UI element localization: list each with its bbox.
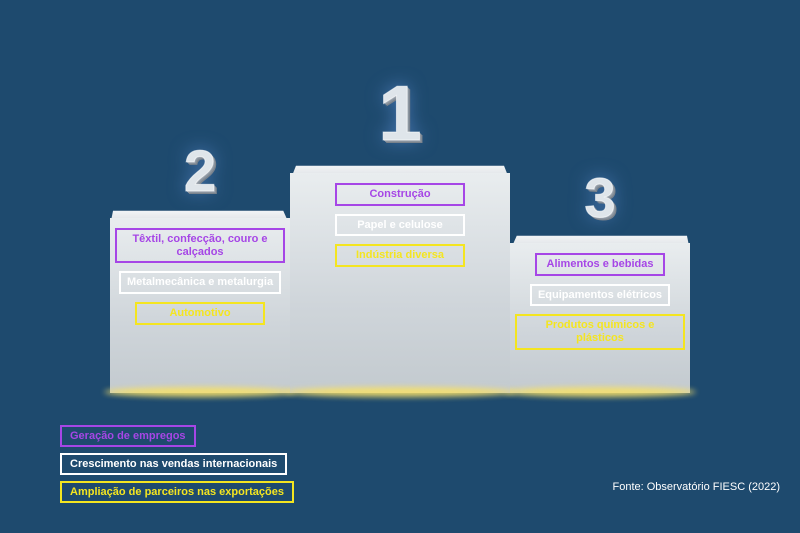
rank-numeral-3: 3 bbox=[584, 165, 615, 230]
podium-block-rank-1: Construção Papel e celulose Indústria dive… bbox=[290, 153, 510, 393]
podium-base-glow bbox=[504, 387, 696, 397]
source-text: Fonte: Observatório FIESC (2022) bbox=[612, 481, 780, 493]
legend-item: Crescimento nas vendas internacionais bbox=[60, 453, 287, 475]
category-box: Indústria diversa bbox=[335, 244, 465, 267]
legend: Geração de empregos Crescimento nas venda… bbox=[60, 425, 294, 503]
podium-base-glow bbox=[284, 387, 516, 397]
legend-item: Geração de empregos bbox=[60, 425, 196, 447]
podium-front-face: Construção Papel e celulose Indústria dive… bbox=[290, 173, 510, 393]
podium: Construção Papel e celulose Indústria dive… bbox=[90, 93, 710, 393]
infographic-stage: Construção Papel e celulose Indústria dive… bbox=[0, 0, 800, 533]
category-box: Equipamentos elétricos bbox=[530, 284, 670, 307]
rank-numeral-1: 1 bbox=[378, 68, 421, 159]
category-box: Têxtil, confecção, couro e calçados bbox=[115, 228, 285, 263]
podium-front-face: Alimentos e bebidas Equipamentos elétrico… bbox=[510, 243, 690, 393]
category-box: Produtos químicos e plásticos bbox=[515, 314, 685, 349]
podium-front-face: Têxtil, confecção, couro e calçados Metal… bbox=[110, 218, 290, 393]
category-box: Automotivo bbox=[135, 302, 265, 325]
podium-base-glow bbox=[104, 387, 296, 397]
category-box: Alimentos e bebidas bbox=[535, 253, 665, 276]
podium-block-rank-3: Alimentos e bebidas Equipamentos elétrico… bbox=[510, 223, 690, 393]
category-box: Papel e celulose bbox=[335, 214, 465, 237]
podium-block-rank-2: Têxtil, confecção, couro e calçados Metal… bbox=[110, 198, 290, 393]
category-box: Construção bbox=[335, 183, 465, 206]
rank-numeral-2: 2 bbox=[184, 138, 216, 205]
category-box: Metalmecânica e metalurgia bbox=[119, 271, 281, 294]
legend-item: Ampliação de parceiros nas exportações bbox=[60, 481, 294, 503]
